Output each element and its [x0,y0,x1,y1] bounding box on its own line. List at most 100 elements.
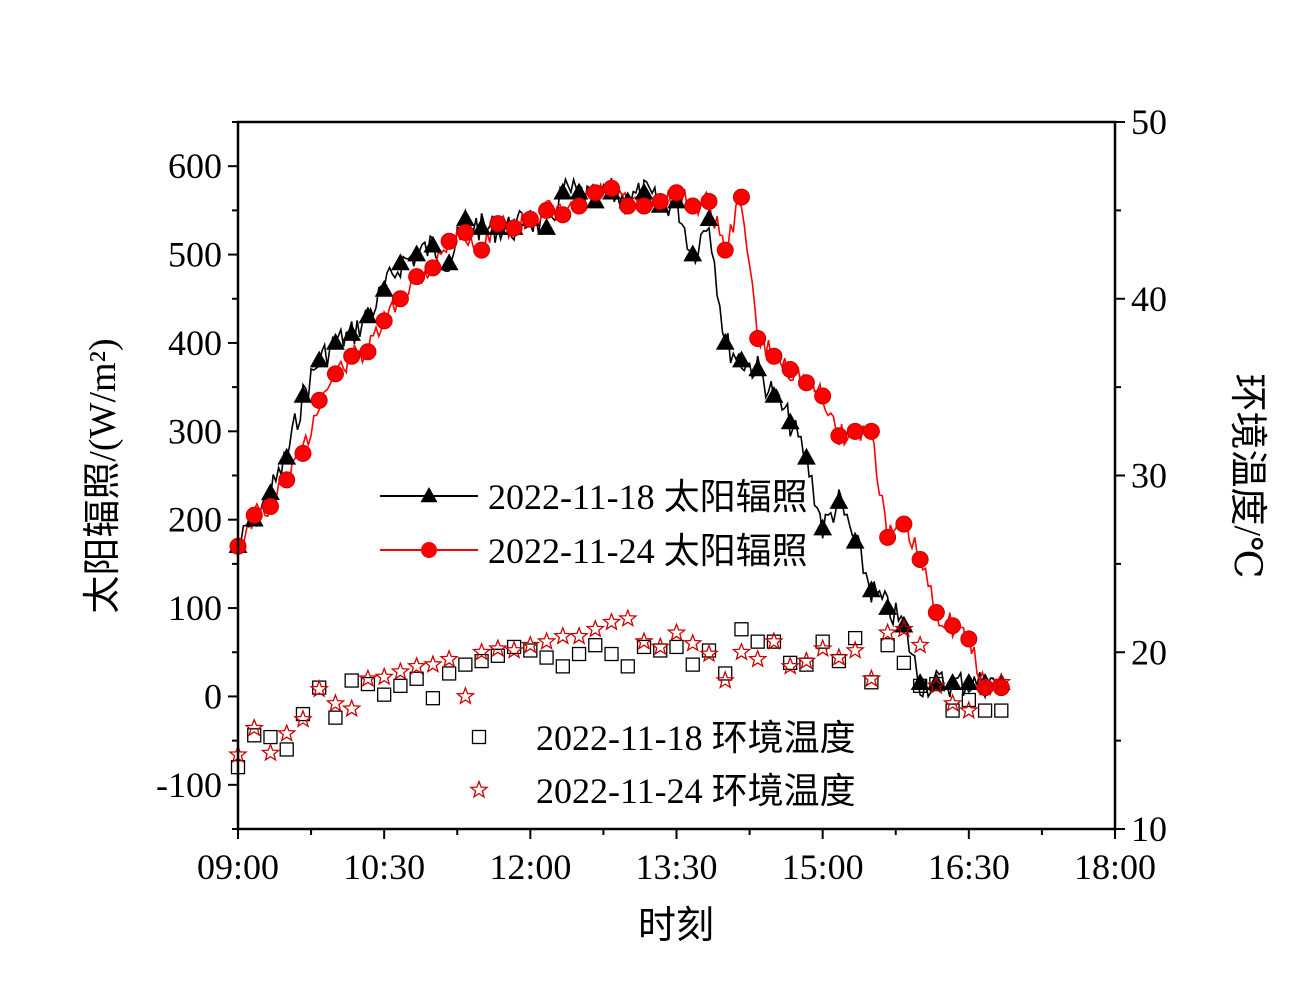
point-2022-11-24-temperature [423,654,443,673]
point-2022-11-18-temperature [344,673,359,688]
point-2022-11-18-temperature [653,643,668,658]
point-2022-11-24-temperature [975,677,995,696]
y-left-tick-label: 100 [168,588,222,628]
point-2022-11-18-temperature [555,659,570,674]
point-2022-11-24-temperature [536,631,557,651]
point-2022-11-24-irradiance [635,197,653,215]
point-2022-11-24-irradiance [895,515,913,533]
point-2022-11-24-irradiance [700,193,718,211]
series-2022-11-24-irradiance-raw [237,179,1003,696]
point-2022-11-24-irradiance [732,188,750,206]
point-2022-11-24-irradiance [261,497,279,515]
point-2022-11-24-temperature [439,648,459,668]
point-2022-11-18-temperature [994,703,1009,718]
point-2022-11-24-temperature [374,666,395,686]
point-2022-11-18-temperature [425,691,441,706]
point-2022-11-24-temperature [569,625,589,645]
point-2022-11-24-temperature [682,633,703,652]
point-2022-11-24-temperature [341,698,362,718]
legend-marker-triangle [420,487,438,503]
point-2022-11-24-temperature [958,700,979,719]
point-2022-11-18-temperature [279,742,294,757]
legend-label: 2022-11-24 太阳辐照 [488,531,808,571]
y-left-tick-label: 400 [168,323,222,363]
point-2022-11-24-temperature [926,675,947,695]
point-2022-11-24-irradiance [456,223,474,241]
point-2022-11-24-temperature [829,647,849,666]
point-2022-11-24-temperature [796,650,817,670]
point-2022-11-24-irradiance [245,506,263,524]
point-2022-11-18-irradiance [472,218,492,235]
point-2022-11-18-temperature [377,687,392,702]
point-2022-11-24-irradiance [489,215,507,233]
point-2022-11-18-temperature [295,706,311,722]
point-2022-11-24-temperature [504,640,524,659]
point-2022-11-18-irradiance [943,673,962,690]
point-2022-11-18-irradiance [959,673,979,690]
y-axis-right-title: 环境温度/℃ [1226,373,1268,578]
point-2022-11-24-temperature [845,640,865,659]
point-2022-11-18-temperature [750,634,765,649]
point-2022-11-18-irradiance [813,518,833,536]
point-2022-11-18-temperature [328,710,343,725]
point-2022-11-24-irradiance [375,312,393,330]
point-2022-11-18-temperature [571,646,587,662]
point-2022-11-24-temperature [650,636,671,656]
point-2022-11-24-temperature [634,631,654,651]
point-2022-11-24-temperature [325,693,346,712]
point-2022-11-24-irradiance [960,630,978,648]
point-2022-11-24-temperature [488,638,508,658]
y-left-tick-label: 600 [168,146,222,186]
legend-marker-star [469,779,489,799]
point-2022-11-24-temperature [293,709,313,728]
point-2022-11-18-temperature [685,657,700,672]
point-2022-11-24-temperature [910,634,930,654]
point-2022-11-24-temperature [764,631,784,651]
point-2022-11-24-irradiance [521,210,539,228]
point-2022-11-18-irradiance [699,209,719,227]
point-2022-11-18-temperature [620,659,635,674]
point-2022-11-24-irradiance [343,347,361,365]
point-2022-11-18-temperature [896,655,912,671]
point-2022-11-24-temperature [617,608,638,627]
point-2022-11-18-temperature [847,630,863,646]
point-2022-11-18-temperature [766,634,782,649]
point-2022-11-24-irradiance [927,603,945,621]
x-tick-label: 10:30 [343,847,425,887]
point-2022-11-24-temperature [244,718,265,737]
point-2022-11-24-irradiance [554,206,572,224]
x-tick-label: 18:00 [1074,847,1156,887]
point-2022-11-24-irradiance [765,347,783,365]
series-layer [228,179,1012,775]
point-2022-11-24-temperature [942,693,963,712]
point-2022-11-18-irradiance [293,385,313,403]
point-2022-11-24-irradiance [797,374,815,392]
point-2022-11-18-irradiance [537,218,556,235]
legend-label: 2022-11-24 环境温度 [536,771,856,811]
point-2022-11-18-temperature [360,676,376,692]
point-2022-11-24-temperature [471,641,492,661]
point-2022-11-24-temperature [358,668,378,688]
point-2022-11-24-temperature [991,671,1012,691]
x-tick-label: 16:30 [928,847,1010,887]
point-2022-11-24-irradiance [781,360,799,378]
point-2022-11-24-irradiance [570,197,588,215]
point-2022-11-18-temperature [247,728,262,743]
y-left-tick-label: 0 [204,676,222,716]
point-2022-11-24-irradiance [846,422,864,440]
point-2022-11-18-temperature [312,680,327,695]
point-2022-11-18-temperature [961,692,976,708]
point-2022-11-18-temperature [831,653,847,669]
point-2022-11-18-irradiance [277,447,297,465]
point-2022-11-24-irradiance [603,179,621,197]
point-2022-11-24-temperature [666,622,687,642]
y-right-tick-label: 10 [1131,809,1167,849]
point-2022-11-24-temperature [520,634,541,654]
point-2022-11-24-irradiance [911,550,929,568]
point-2022-11-18-temperature [734,622,749,637]
point-2022-11-24-temperature [780,656,801,675]
y-left-tick-label: -100 [156,765,222,805]
point-2022-11-18-temperature [539,650,554,665]
point-2022-11-24-irradiance [359,343,377,361]
